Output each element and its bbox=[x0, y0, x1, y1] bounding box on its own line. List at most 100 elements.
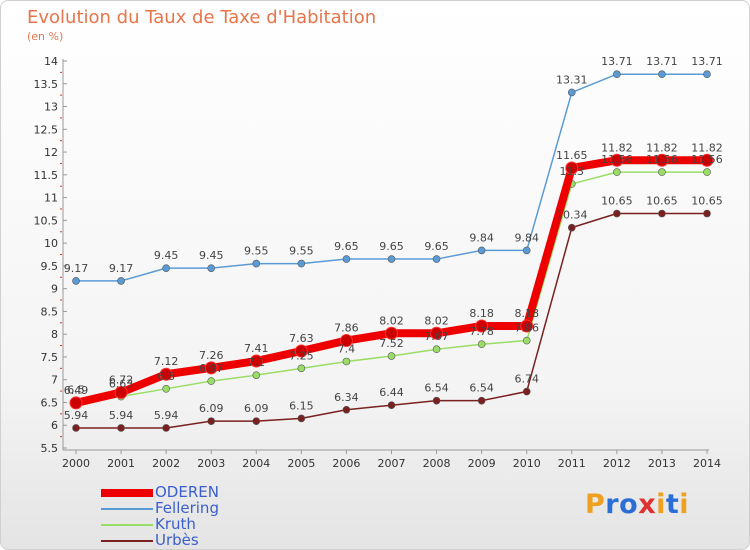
data-label: 6.34 bbox=[334, 391, 359, 404]
data-point bbox=[117, 277, 125, 285]
data-label: 11.56 bbox=[691, 153, 723, 166]
data-point bbox=[162, 424, 170, 432]
y-tick-label: 8 bbox=[51, 328, 58, 341]
data-point bbox=[565, 161, 579, 175]
data-label: 9.55 bbox=[244, 245, 269, 258]
data-label: 11.56 bbox=[646, 153, 678, 166]
data-point bbox=[477, 340, 486, 348]
data-point bbox=[207, 417, 216, 425]
y-tick-label: 8.5 bbox=[41, 305, 59, 318]
data-label: 13.31 bbox=[556, 73, 588, 86]
data-label: 9.84 bbox=[514, 231, 539, 244]
data-label: 13.71 bbox=[601, 55, 633, 68]
y-tick-label: 12 bbox=[44, 146, 58, 159]
data-point bbox=[703, 168, 711, 176]
data-label: 10.34 bbox=[556, 209, 588, 222]
data-label: 13.71 bbox=[646, 55, 678, 68]
x-tick-label: 2006 bbox=[332, 457, 360, 470]
data-label: 8.02 bbox=[379, 314, 404, 327]
legend-item: ODEREN bbox=[101, 483, 301, 501]
data-point bbox=[432, 396, 441, 405]
data-label: 7.41 bbox=[244, 342, 269, 355]
x-tick-label: 2010 bbox=[513, 457, 541, 470]
data-point bbox=[432, 255, 441, 263]
data-label: 6.54 bbox=[469, 382, 494, 395]
legend: ODEREN Fellering Kruth Urbès bbox=[101, 483, 301, 549]
data-point bbox=[432, 345, 441, 354]
legend-item: Urbès bbox=[101, 531, 301, 549]
data-label: 9.65 bbox=[334, 240, 359, 253]
data-label: 9.45 bbox=[199, 249, 224, 262]
data-label: 6.44 bbox=[379, 386, 404, 399]
data-point bbox=[114, 385, 128, 399]
data-label: 7.26 bbox=[199, 349, 224, 362]
data-label: 7.67 bbox=[424, 330, 449, 343]
data-label: 7.1 bbox=[248, 356, 266, 369]
data-labels: 6.49 6.72 7.12 7.26 7.41 7.63 7.86 8.02 8.02 8.18… bbox=[64, 55, 723, 422]
data-label: 11.56 bbox=[601, 153, 633, 166]
data-point bbox=[294, 344, 308, 358]
legend-item: Kruth bbox=[101, 515, 301, 533]
data-point bbox=[385, 326, 398, 340]
data-label: 6.54 bbox=[424, 382, 449, 395]
data-point bbox=[387, 255, 396, 263]
data-point bbox=[207, 264, 216, 272]
data-label: 9.55 bbox=[289, 245, 314, 258]
data-point bbox=[207, 377, 216, 385]
data-point bbox=[297, 259, 306, 268]
x-tick-label: 2009 bbox=[468, 457, 496, 470]
data-point bbox=[117, 424, 125, 432]
y-tick-label: 6.5 bbox=[41, 396, 59, 409]
data-label: 9.17 bbox=[109, 262, 134, 275]
data-point bbox=[297, 414, 306, 423]
legend-label: ODEREN bbox=[155, 483, 219, 501]
data-label: 6.63 bbox=[109, 378, 134, 391]
data-point bbox=[342, 405, 351, 414]
data-label: 6.8 bbox=[157, 370, 175, 383]
data-label: 7.78 bbox=[469, 325, 494, 338]
data-label: 7.4 bbox=[338, 342, 356, 355]
y-tick-label: 14 bbox=[44, 55, 58, 68]
y-tick-label: 9.5 bbox=[41, 260, 59, 273]
data-point bbox=[700, 153, 714, 167]
data-label: 6.72 bbox=[109, 373, 134, 386]
legend-swatch bbox=[101, 489, 153, 497]
data-label: 6.15 bbox=[289, 399, 314, 412]
y-tick-label: 13 bbox=[44, 101, 58, 114]
data-label: 11.82 bbox=[601, 141, 633, 154]
data-point bbox=[613, 168, 621, 176]
x-tick-label: 2008 bbox=[423, 457, 451, 470]
y-tick-label: 12.5 bbox=[34, 123, 59, 136]
legend-swatch bbox=[101, 524, 153, 526]
data-point bbox=[252, 259, 261, 268]
data-label: 5.94 bbox=[109, 409, 134, 422]
legend-label: Kruth bbox=[155, 515, 196, 533]
data-label: 13.71 bbox=[691, 55, 723, 68]
y-tick-label: 11 bbox=[44, 192, 58, 205]
y-tick-label: 5.5 bbox=[41, 442, 59, 455]
x-tick-label: 2000 bbox=[62, 457, 90, 470]
x-tick-label: 2001 bbox=[107, 457, 135, 470]
data-label: 7.86 bbox=[334, 322, 359, 335]
data-label: 6.09 bbox=[244, 402, 269, 415]
data-label: 8.02 bbox=[424, 314, 449, 327]
x-tick-label: 2011 bbox=[558, 457, 586, 470]
data-point bbox=[610, 153, 624, 167]
data-point bbox=[162, 385, 170, 393]
data-label: 7.12 bbox=[154, 355, 179, 368]
legend-item: Fellering bbox=[101, 499, 301, 517]
data-label: 11.82 bbox=[691, 141, 723, 154]
data-label: 6.49 bbox=[64, 384, 89, 397]
data-label: 6.74 bbox=[514, 373, 539, 386]
data-point bbox=[703, 70, 711, 79]
chart-title: Evolution du Taux de Taxe d'Habitation bbox=[27, 7, 377, 28]
data-point bbox=[477, 396, 486, 405]
data-point bbox=[658, 209, 666, 218]
legend-swatch bbox=[101, 508, 153, 510]
axes: 5.5 6 6.5 7 7.5 8 8.5 9 9.5 10 10.5 11 11.5 12 12.5 13 1… bbox=[34, 55, 722, 470]
data-label: 10.65 bbox=[646, 195, 678, 208]
data-point bbox=[658, 70, 666, 79]
y-tick-label: 11.5 bbox=[34, 169, 59, 182]
data-label: 7.52 bbox=[379, 337, 404, 350]
